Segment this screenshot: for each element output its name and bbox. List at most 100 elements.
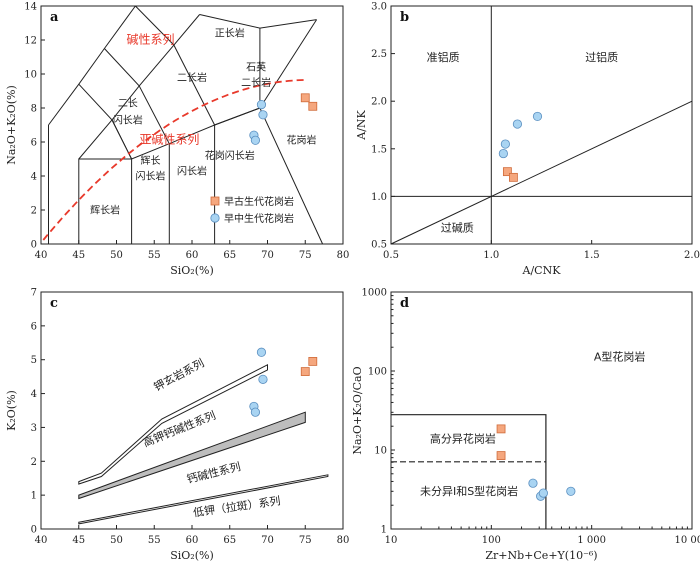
field-label: 闪长岩 xyxy=(113,113,143,126)
y-tick-label: 3 xyxy=(31,423,37,434)
x-axis-title: SiO₂(%) xyxy=(170,549,214,562)
x-tick-label: 40 xyxy=(35,535,48,546)
x-axis-title: Zr+Nb+Ce+Y(10⁻⁶) xyxy=(485,549,597,562)
alkaline-divider-curve xyxy=(42,79,308,241)
x-tick-label: 10 xyxy=(385,535,398,546)
data-point-circle xyxy=(256,100,267,110)
field-label: 未分异I和S型花岗岩 xyxy=(420,484,518,498)
plot-frame xyxy=(390,5,693,245)
x-axis: 40 45 50 55 60 65 70 75 80 xyxy=(35,525,349,546)
field-label: 石英 xyxy=(246,61,266,74)
field-label: 高分异花岗岩 xyxy=(430,431,496,445)
field-label: 辉长 xyxy=(140,155,160,167)
field-label: 花岗闪长岩 xyxy=(205,149,255,162)
data-point-square xyxy=(502,167,512,177)
boundary-line xyxy=(135,5,216,126)
legend-marker-circle xyxy=(210,213,220,223)
y-tick-label: 0 xyxy=(31,525,37,536)
x-tick-label: 65 xyxy=(223,535,236,546)
data-point-square xyxy=(300,367,310,376)
x-tick-label: 1.0 xyxy=(483,250,499,261)
x-tick-label: 75 xyxy=(299,250,312,261)
data-point-square xyxy=(509,172,518,182)
y-tick-label: 8 xyxy=(31,104,37,115)
x-axis-title: SiO₂(%) xyxy=(170,264,214,277)
series-early-mesozoic xyxy=(498,111,543,159)
field-label: 花岗岩 xyxy=(286,134,316,147)
y-tick-label: 1000 xyxy=(362,288,387,299)
y-tick-label: 2.5 xyxy=(371,49,387,60)
series-label-alkaline: 碱性系列 xyxy=(126,32,174,46)
boundary-line xyxy=(214,107,261,126)
x-tick-label: 70 xyxy=(261,250,274,261)
field-label: 正长岩 xyxy=(215,27,245,40)
data-point-circle xyxy=(250,407,261,417)
y-axis: 0 1 2 3 4 5 6 7 xyxy=(31,288,45,536)
data-point-circle xyxy=(258,374,268,384)
series-early-mesozoic xyxy=(249,347,268,417)
data-point-circle xyxy=(528,478,538,488)
y-tick-label: 6 xyxy=(31,138,37,149)
y-tick-label: 14 xyxy=(24,2,37,13)
field-label: 二长岩 xyxy=(177,71,207,84)
data-point-square xyxy=(496,424,506,434)
data-point-circle xyxy=(512,119,523,129)
y-axis-title: Na₂O+K₂O/CaO xyxy=(351,366,364,454)
data-point-circle xyxy=(538,488,548,498)
y-tick-label: 4 xyxy=(31,389,37,400)
panel-a: 40 45 50 55 60 65 70 75 80 0 2 4 6 8 10 12 14 SiO₂(%) Na₂O… xyxy=(5,2,349,278)
series-early-paleozoic xyxy=(496,424,506,460)
y-axis-title: K₂O(%) xyxy=(5,390,18,431)
y-axis-title: A/NK xyxy=(355,109,368,140)
series-early-mesozoic xyxy=(528,478,576,501)
y-tick-label: 0 xyxy=(31,240,37,251)
panel-letter: a xyxy=(50,10,59,25)
series-early-mesozoic xyxy=(249,100,268,145)
x-tick-label: 10 000 xyxy=(675,535,700,546)
x-tick-label: 0.5 xyxy=(383,250,399,261)
series-boundary-band xyxy=(78,411,306,500)
field-label: 钾玄岩系列 xyxy=(151,356,206,394)
field-label: 二长岩 xyxy=(241,76,271,89)
series-early-paleozoic xyxy=(502,167,518,182)
y-tick-label: 0.5 xyxy=(371,240,387,251)
plot-frame xyxy=(390,291,693,530)
y-tick-label: 3.0 xyxy=(371,2,387,13)
boundary-line xyxy=(111,119,133,160)
y-tick-label: 5 xyxy=(31,355,37,366)
x-tick-label: 65 xyxy=(223,250,236,261)
legend-label: 早古生代花岗岩 xyxy=(224,195,294,208)
data-point-circle xyxy=(566,486,576,496)
boundary-line xyxy=(199,14,317,29)
y-axis: 1 10 100 1000 xyxy=(362,288,395,536)
x-axis: 0.5 1.0 1.5 2.0 xyxy=(383,240,700,261)
x-tick-label: 60 xyxy=(186,535,199,546)
x-tick-label: 55 xyxy=(148,250,161,261)
y-tick-label: 2 xyxy=(31,457,37,468)
y-tick-label: 1 xyxy=(381,525,387,536)
panel-letter: d xyxy=(400,296,409,311)
boundary-line xyxy=(104,48,170,144)
x-tick-label: 1 000 xyxy=(577,535,606,546)
x-tick-label: 80 xyxy=(337,250,350,261)
divider-diagonal xyxy=(390,100,693,245)
y-tick-label: 6 xyxy=(31,321,37,332)
series-boundary-band xyxy=(78,474,329,525)
y-tick-label: 1 xyxy=(31,491,37,502)
field-label: 二长 xyxy=(118,97,138,109)
field-label: 闪长岩 xyxy=(135,169,165,182)
boundary-line xyxy=(48,5,136,126)
x-tick-label: 55 xyxy=(148,535,161,546)
y-tick-label: 2.0 xyxy=(371,97,387,108)
field-label: 钙碱性系列 xyxy=(185,459,242,486)
data-point-circle xyxy=(498,148,508,159)
y-tick-label: 1.0 xyxy=(371,192,387,203)
data-point-square xyxy=(496,451,506,460)
field-label: 低钾（拉斑）系列 xyxy=(192,493,281,519)
x-tick-label: 1.5 xyxy=(584,250,600,261)
data-point-circle xyxy=(258,110,268,120)
x-axis: 40 45 50 55 60 65 70 75 80 xyxy=(35,240,350,261)
